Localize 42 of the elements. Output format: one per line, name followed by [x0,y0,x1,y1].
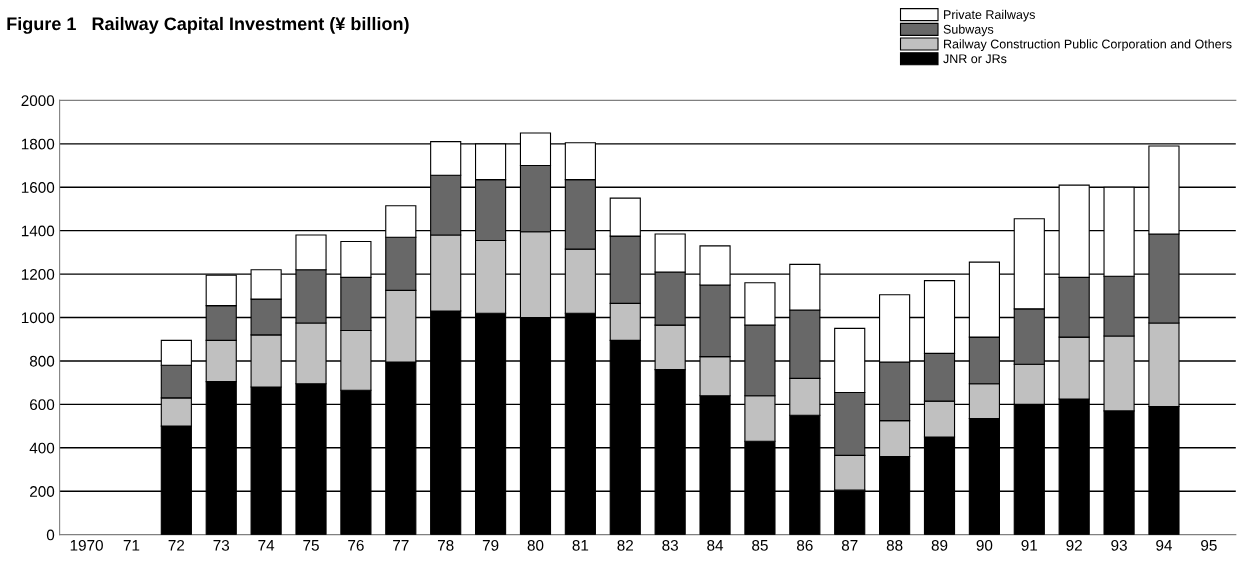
y-tick-label: 1600 [21,182,55,193]
x-tick-label: 82 [617,539,633,551]
y-tick-label: 800 [29,355,55,367]
x-tick-label: 80 [527,539,544,551]
y-tick-label: 400 [29,442,55,454]
y-tick-label: 2000 [21,95,55,107]
x-tick-label: 92 [1066,539,1082,551]
chart-title: Figure 1 Railway Capital Investment (¥ billion) [7,16,409,34]
y-tick-label: 200 [30,486,55,497]
x-tick-label: 77 [393,540,409,551]
x-tick-label: 90 [976,539,993,551]
x-tick-label: 79 [482,539,499,551]
x-tick-label: 84 [707,539,724,551]
legend-label: Railway Construction Public Corporation and Others [944,39,1232,51]
x-tick-label: 91 [1021,539,1038,551]
legend-label: JNR or JRs [943,54,1007,64]
y-tick-label: 1800 [21,138,55,150]
x-tick-label: 89 [931,539,948,551]
x-tick-label: 1970 [70,539,103,551]
x-tick-label: 72 [168,539,185,551]
y-tick-label: 0 [46,529,55,541]
legend-label: Private Railways [944,9,1035,22]
x-tick-label: 86 [796,539,813,551]
y-tick-label: 1200 [21,268,55,280]
x-tick-label: 74 [258,540,275,551]
x-tick-label: 81 [572,539,589,551]
y-tick-label: 600 [30,399,55,411]
x-tick-label: 76 [348,539,364,551]
x-tick-label: 73 [213,539,230,551]
x-tick-label: 94 [1156,539,1173,551]
y-tick-label: 1000 [21,312,55,324]
x-tick-label: 87 [841,539,858,551]
x-tick-label: 95 [1201,539,1217,551]
x-tick-label: 71 [123,540,140,551]
x-tick-label: 93 [1111,539,1127,551]
x-tick-label: 88 [886,539,903,551]
x-tick-label: 78 [437,539,454,551]
x-tick-label: 85 [752,539,768,551]
x-tick-label: 83 [662,539,678,551]
legend-label: Subways [943,24,994,37]
y-tick-label: 1400 [21,225,55,237]
x-tick-label: 75 [303,540,319,551]
